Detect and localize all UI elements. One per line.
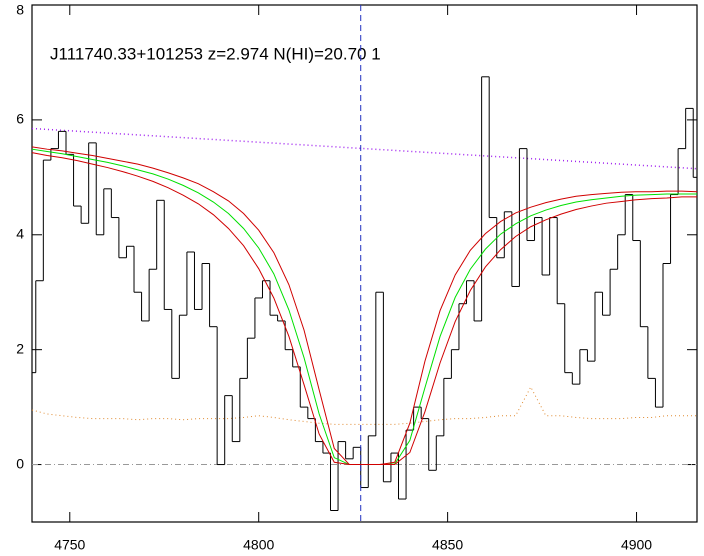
model-curve	[31, 152, 697, 466]
x-tick-label: 4800	[243, 537, 274, 553]
error-line	[31, 385, 697, 425]
y-tick-label: 6	[16, 111, 24, 127]
x-tick-label: 4900	[621, 537, 652, 553]
y-tick-label: 0	[16, 455, 24, 471]
chart-title: J111740.33+101253 z=2.974 N(HI)=20.70 1	[50, 44, 381, 63]
y-tick-label: 4	[16, 225, 24, 241]
y-tick-label: 2	[16, 340, 24, 356]
model-curve	[31, 146, 698, 466]
spectrum-risers	[35, 76, 694, 511]
x-tick-label: 4750	[54, 537, 85, 553]
model-curve	[31, 148, 697, 466]
x-tick-label: 4850	[432, 537, 463, 553]
plot-frame	[31, 4, 698, 523]
y-tick-label: 8	[16, 2, 24, 18]
